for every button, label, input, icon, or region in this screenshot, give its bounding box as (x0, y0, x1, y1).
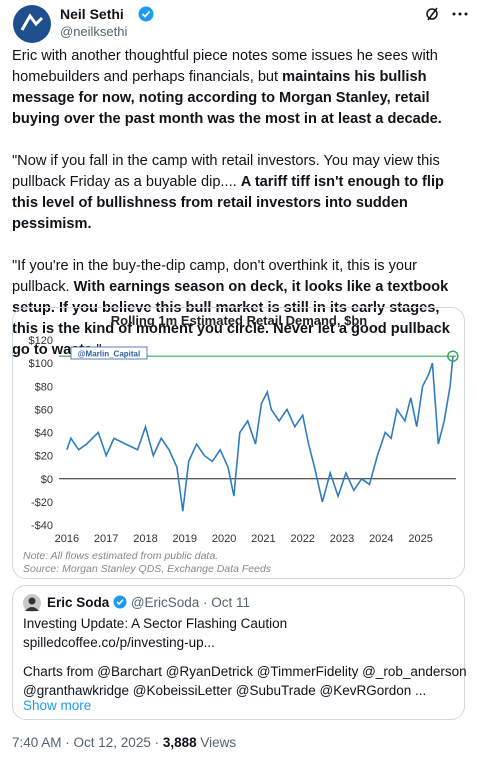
quote-line: spilledcoffee.co/p/investing-up... (23, 635, 215, 650)
timestamp: 7:40 AM · Oct 12, 2025 · (12, 735, 160, 750)
quote-card[interactable]: Eric Soda @EricSoda · Oct 11 Investing U… (12, 585, 467, 720)
quote-line: Charts from @Barchart @RyanDetrick @Timm… (23, 664, 467, 679)
paragraph: Eric with another thoughtful piece notes… (12, 46, 467, 130)
x-tick-label: 2024 (369, 533, 393, 545)
chart-card: Rolling 1m Estimated Retail Demand, $bn … (12, 307, 465, 579)
y-tick-label: $0 (41, 474, 53, 486)
text-segment: "Now if you fall in the camp with retail… (12, 153, 440, 190)
y-tick-label: $20 (35, 451, 53, 463)
text-segment: A tariff tiff isn't enough to flip this … (12, 174, 444, 232)
avatar[interactable] (12, 4, 52, 44)
verified-badge (138, 6, 154, 22)
text-segment: Eric with another thoughtful piece notes… (12, 48, 438, 85)
author-name[interactable]: Neil Sethi (60, 6, 124, 22)
data-line (66, 356, 454, 512)
chart: Rolling 1m Estimated Retail Demand, $bn … (23, 313, 459, 575)
text-segment: "If you're in the buy-the-dip camp, don'… (12, 258, 417, 295)
x-tick-label: 2019 (173, 533, 197, 545)
y-tick-label: $40 (35, 428, 53, 440)
quote-line: Investing Update: A Sector Flashing Caut… (23, 616, 288, 631)
author-handle[interactable]: @neilksethi (60, 24, 128, 39)
views-label: Views (200, 735, 237, 750)
annotation: @Marlin_Capital (78, 350, 140, 359)
x-tick-label: 2016 (55, 533, 79, 545)
verified-badge (113, 595, 127, 609)
view-count: 3,888 (162, 735, 197, 750)
quote-meta: @EricSoda · Oct 11 (130, 595, 251, 610)
x-tick-label: 2018 (133, 533, 157, 545)
chart-source: Source: Morgan Stanley QDS, Exchange Dat… (23, 563, 272, 575)
y-tick-label: -$20 (31, 497, 53, 509)
x-tick-label: 2023 (330, 533, 354, 545)
x-tick-label: 2017 (94, 533, 118, 545)
text-segment: maintains his bullish message for now, n… (12, 69, 442, 127)
y-tick-label: $80 (35, 381, 53, 393)
tweet-text: Eric with another thoughtful piece notes… (12, 46, 467, 382)
annotation-box (70, 346, 148, 360)
quote-author: Eric Soda (47, 595, 110, 610)
quote-line: @granthawkridge @KobeissiLetter @SubuTra… (23, 683, 427, 698)
x-tick-label: 2025 (408, 533, 432, 545)
paragraph: "Now if you fall in the camp with retail… (12, 151, 467, 235)
x-tick-label: 2022 (290, 533, 314, 545)
y-tick-label: $120 (29, 335, 53, 347)
x-tick-label: 2021 (251, 533, 275, 545)
x-tick-label: 2020 (212, 533, 236, 545)
highlight-circle (447, 350, 459, 362)
quote-avatar (23, 594, 41, 612)
tweet-actions[interactable] (425, 6, 469, 22)
chart-note: Note: All flows estimated from public da… (23, 550, 218, 562)
y-tick-label: $100 (29, 358, 53, 370)
show-more[interactable]: Show more (23, 698, 92, 713)
chart-title: Rolling 1m Estimated Retail Demand, $bn (111, 313, 367, 328)
tweet-footer: 7:40 AM · Oct 12, 2025 · 3,888 Views (12, 735, 236, 750)
y-tick-label: -$40 (31, 520, 53, 532)
y-tick-label: $60 (35, 404, 53, 416)
